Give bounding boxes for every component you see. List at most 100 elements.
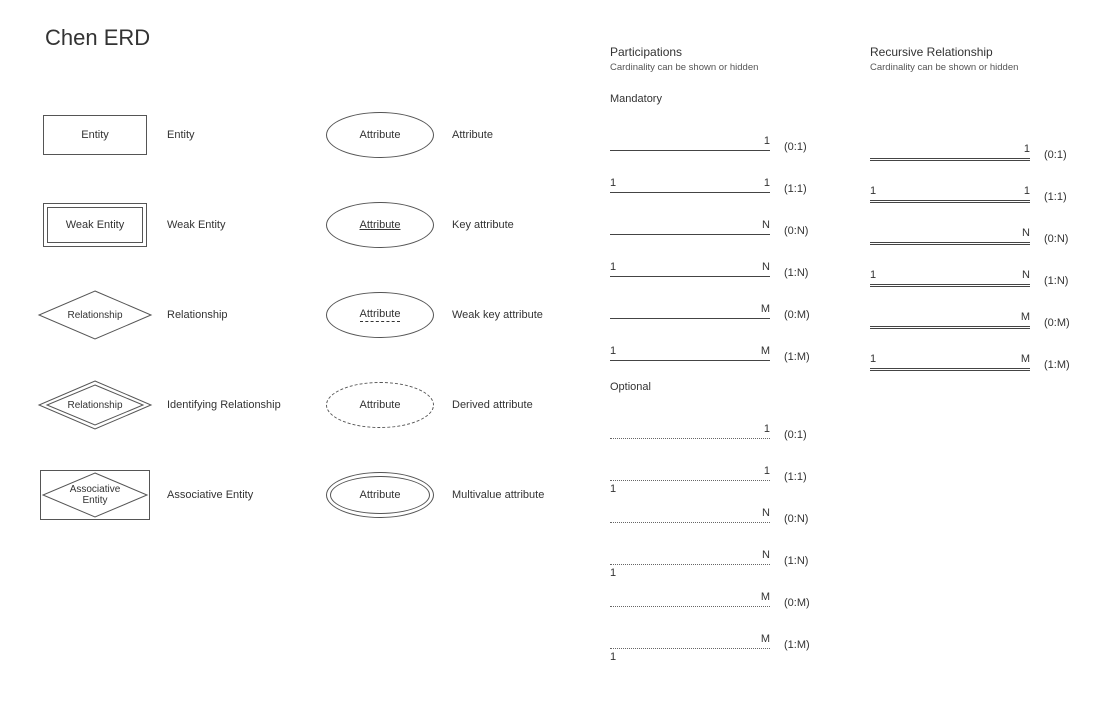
symbol-label: Derived attribute [440, 399, 533, 411]
recursive-subtitle: Cardinality can be shown or hidden [870, 62, 1120, 73]
entities-column: EntityEntityWeak EntityWeak EntityRelati… [35, 90, 305, 540]
attributes-column: AttributeAttributeAttributeKey attribute… [320, 90, 600, 540]
cardinality-label: (0:N) [1030, 233, 1068, 247]
entity-symbol: Entity [35, 115, 155, 155]
cardinality-left: 1 [610, 651, 616, 663]
cardinality-row: N(0:N) [870, 211, 1120, 247]
symbol-label: Attribute [440, 129, 493, 141]
participations-title: Participations [610, 45, 860, 59]
cardinality-label: (1:M) [1030, 359, 1070, 373]
attribute-row: AttributeDerived attribute [320, 360, 600, 450]
page-title: Chen ERD [45, 25, 150, 51]
cardinality-right: M [761, 591, 770, 603]
entity-row: RelationshipIdentifying Relationship [35, 360, 305, 450]
cardinality-row: N(0:N) [610, 491, 860, 527]
recursive-column: Recursive Relationship Cardinality can b… [870, 45, 1120, 379]
cardinality-right: M [761, 633, 770, 645]
cardinality-right: 1 [764, 423, 770, 435]
cardinality-row: M(0:M) [870, 295, 1120, 331]
cardinality-row: M(0:M) [610, 287, 860, 323]
cardinality-right: 1 [764, 177, 770, 189]
cardinality-label: (1:N) [770, 555, 808, 569]
weak-entity-symbol: Weak Entity [35, 203, 155, 247]
cardinality-row: 1 N(1:N) [870, 253, 1120, 289]
associative-entity-symbol: AssociativeEntity [35, 470, 155, 520]
cardinality-left: 1 [870, 269, 876, 281]
cardinality-right: 1 [1024, 143, 1030, 155]
symbol-label: Weak Entity [155, 219, 226, 231]
derived-attribute-symbol: Attribute [320, 382, 440, 428]
cardinality-right: N [762, 549, 770, 561]
cardinality-right: N [1022, 269, 1030, 281]
cardinality-row: N(0:N) [610, 203, 860, 239]
cardinality-right: N [762, 219, 770, 231]
symbol-label: Associative Entity [155, 489, 253, 501]
cardinality-right: 1 [764, 135, 770, 147]
cardinality-label: (1:M) [770, 351, 810, 365]
entity-row: AssociativeEntityAssociative Entity [35, 450, 305, 540]
identifying-relationship-symbol: Relationship [35, 379, 155, 431]
cardinality-row: 1N(1:N) [610, 533, 860, 569]
cardinality-left: 1 [610, 567, 616, 579]
cardinality-right: N [762, 261, 770, 273]
entity-row: EntityEntity [35, 90, 305, 180]
entity-row: Weak EntityWeak Entity [35, 180, 305, 270]
participations-subtitle: Cardinality can be shown or hidden [610, 62, 860, 73]
cardinality-right: 1 [764, 465, 770, 477]
cardinality-label: (0:M) [1030, 317, 1070, 331]
relationship-symbol: Relationship [35, 289, 155, 341]
symbol-label: Identifying Relationship [155, 399, 281, 411]
cardinality-right: N [1022, 227, 1030, 239]
cardinality-label: (1:N) [1030, 275, 1068, 289]
cardinality-label: (0:N) [770, 513, 808, 527]
attribute-symbol: Attribute [320, 112, 440, 158]
cardinality-row: 1M(1:M) [610, 617, 860, 653]
cardinality-label: (1:N) [770, 267, 808, 281]
cardinality-left: 1 [610, 483, 616, 495]
symbol-label: Key attribute [440, 219, 514, 231]
symbol-label: Relationship [155, 309, 228, 321]
optional-heading: Optional [610, 381, 860, 393]
symbol-label: Weak key attribute [440, 309, 543, 321]
cardinality-label: (1:1) [1030, 191, 1067, 205]
cardinality-row: 1(0:1) [870, 127, 1120, 163]
cardinality-row: 11(1:1) [610, 161, 860, 197]
cardinality-label: (1:M) [770, 639, 810, 653]
attribute-row: AttributeKey attribute [320, 180, 600, 270]
cardinality-right: M [761, 303, 770, 315]
weak-key-attribute-symbol: Attribute [320, 292, 440, 338]
cardinality-row: 1(0:1) [610, 119, 860, 155]
cardinality-label: (0:M) [770, 309, 810, 323]
cardinality-left: 1 [610, 345, 616, 357]
cardinality-left: 1 [610, 177, 616, 189]
recursive-title: Recursive Relationship [870, 45, 1120, 59]
cardinality-label: (0:1) [770, 141, 807, 155]
cardinality-label: (1:1) [770, 183, 807, 197]
cardinality-left: 1 [870, 353, 876, 365]
cardinality-right: M [1021, 353, 1030, 365]
cardinality-label: (0:1) [770, 429, 807, 443]
cardinality-row: M(0:M) [610, 575, 860, 611]
attribute-row: AttributeAttribute [320, 90, 600, 180]
cardinality-label: (0:M) [770, 597, 810, 611]
cardinality-row: 1 M(1:M) [610, 329, 860, 365]
key-attribute-symbol: Attribute [320, 202, 440, 248]
cardinality-label: (0:N) [770, 225, 808, 239]
cardinality-right: M [761, 345, 770, 357]
cardinality-right: 1 [1024, 185, 1030, 197]
attribute-row: AttributeMultivalue attribute [320, 450, 600, 540]
participations-column: Participations Cardinality can be shown … [610, 45, 860, 659]
entity-row: RelationshipRelationship [35, 270, 305, 360]
cardinality-row: 1N(1:N) [610, 245, 860, 281]
mandatory-heading: Mandatory [610, 93, 860, 105]
cardinality-row: 1(0:1) [610, 407, 860, 443]
symbol-label: Entity [155, 129, 195, 141]
cardinality-row: 1 M(1:M) [870, 337, 1120, 373]
cardinality-right: N [762, 507, 770, 519]
cardinality-label: (0:1) [1030, 149, 1067, 163]
cardinality-row: 11(1:1) [870, 169, 1120, 205]
multivalue-attribute-symbol: Attribute [320, 472, 440, 518]
cardinality-right: M [1021, 311, 1030, 323]
cardinality-row: 11(1:1) [610, 449, 860, 485]
attribute-row: AttributeWeak key attribute [320, 270, 600, 360]
